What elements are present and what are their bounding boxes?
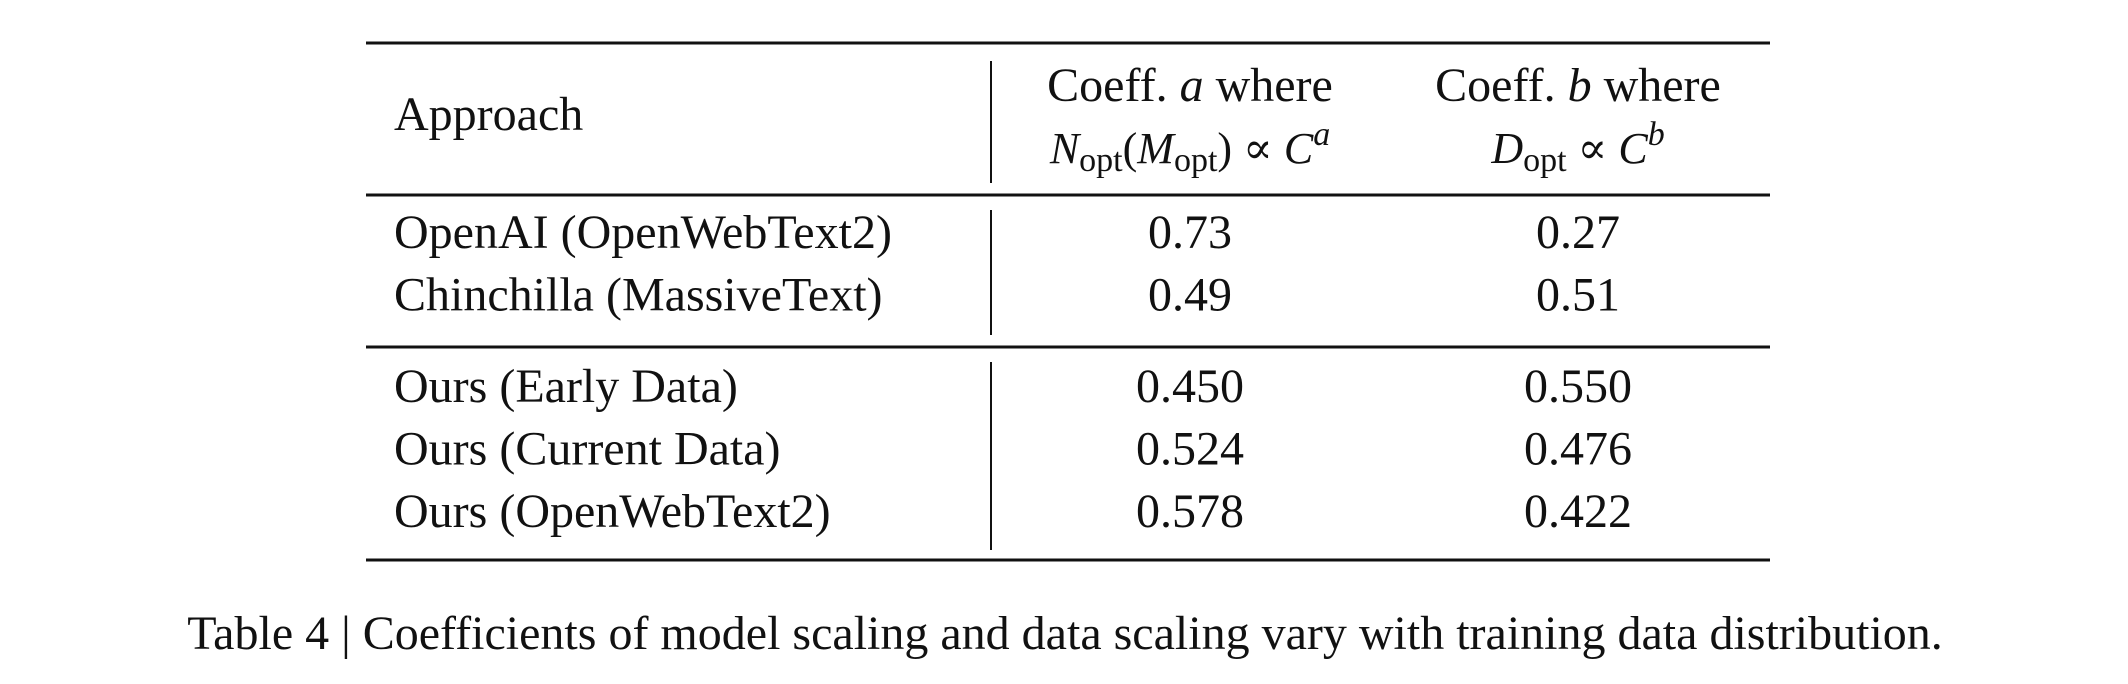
coeff-b-value: 0.422 [1524, 485, 1632, 538]
header-coeff-a: Coeff. a where [1047, 59, 1333, 112]
math-var: N [1049, 124, 1082, 173]
header-approach: Approach [394, 88, 583, 141]
math-sup: a [1313, 116, 1330, 153]
header-coeff-b-formula: Dopt ∝ Cb [1490, 116, 1664, 179]
math-var: D [1490, 124, 1523, 173]
math-sub: opt [1174, 142, 1218, 179]
math-op: ∝ [1567, 124, 1619, 173]
coeff-b-value: 0.27 [1536, 206, 1620, 259]
row-label: OpenAI (OpenWebText2) [394, 206, 892, 259]
coeff-b-value: 0.51 [1536, 269, 1620, 322]
math-sup: b [1648, 116, 1665, 153]
coeff-a-value: 0.524 [1136, 423, 1244, 476]
text-run: where [1204, 59, 1333, 112]
row-label: Ours (Early Data) [394, 360, 738, 413]
coeff-b-value: 0.476 [1524, 423, 1632, 476]
text-run: Coeff. [1435, 59, 1567, 112]
math-op: ( [1123, 124, 1138, 173]
coeff-a-value: 0.73 [1148, 206, 1232, 259]
math-var: C [1284, 124, 1314, 173]
coeff-a-value: 0.49 [1148, 269, 1232, 322]
text-run: where [1592, 59, 1721, 112]
math-op: ) ∝ [1217, 124, 1283, 173]
caption: Table 4 | Coefficients of model scaling … [187, 607, 1943, 660]
row-label: Ours (Current Data) [394, 423, 781, 476]
coeff-a-value: 0.578 [1136, 485, 1244, 538]
math-var: b [1568, 59, 1592, 112]
header-coeff-b: Coeff. b where [1435, 59, 1721, 112]
math-var: C [1618, 124, 1648, 173]
row-label: Chinchilla (MassiveText) [394, 269, 883, 322]
math-sub: opt [1523, 142, 1567, 179]
coeff-a-value: 0.450 [1136, 360, 1244, 413]
text-run: Coeff. [1047, 59, 1179, 112]
row-label: Ours (OpenWebText2) [394, 485, 831, 538]
math-sub: opt [1079, 142, 1123, 179]
coeff-b-value: 0.550 [1524, 360, 1632, 413]
header-coeff-a-formula: Nopt(Mopt) ∝ Ca [1049, 116, 1330, 179]
math-var: a [1180, 59, 1204, 112]
math-var: M [1136, 124, 1176, 173]
